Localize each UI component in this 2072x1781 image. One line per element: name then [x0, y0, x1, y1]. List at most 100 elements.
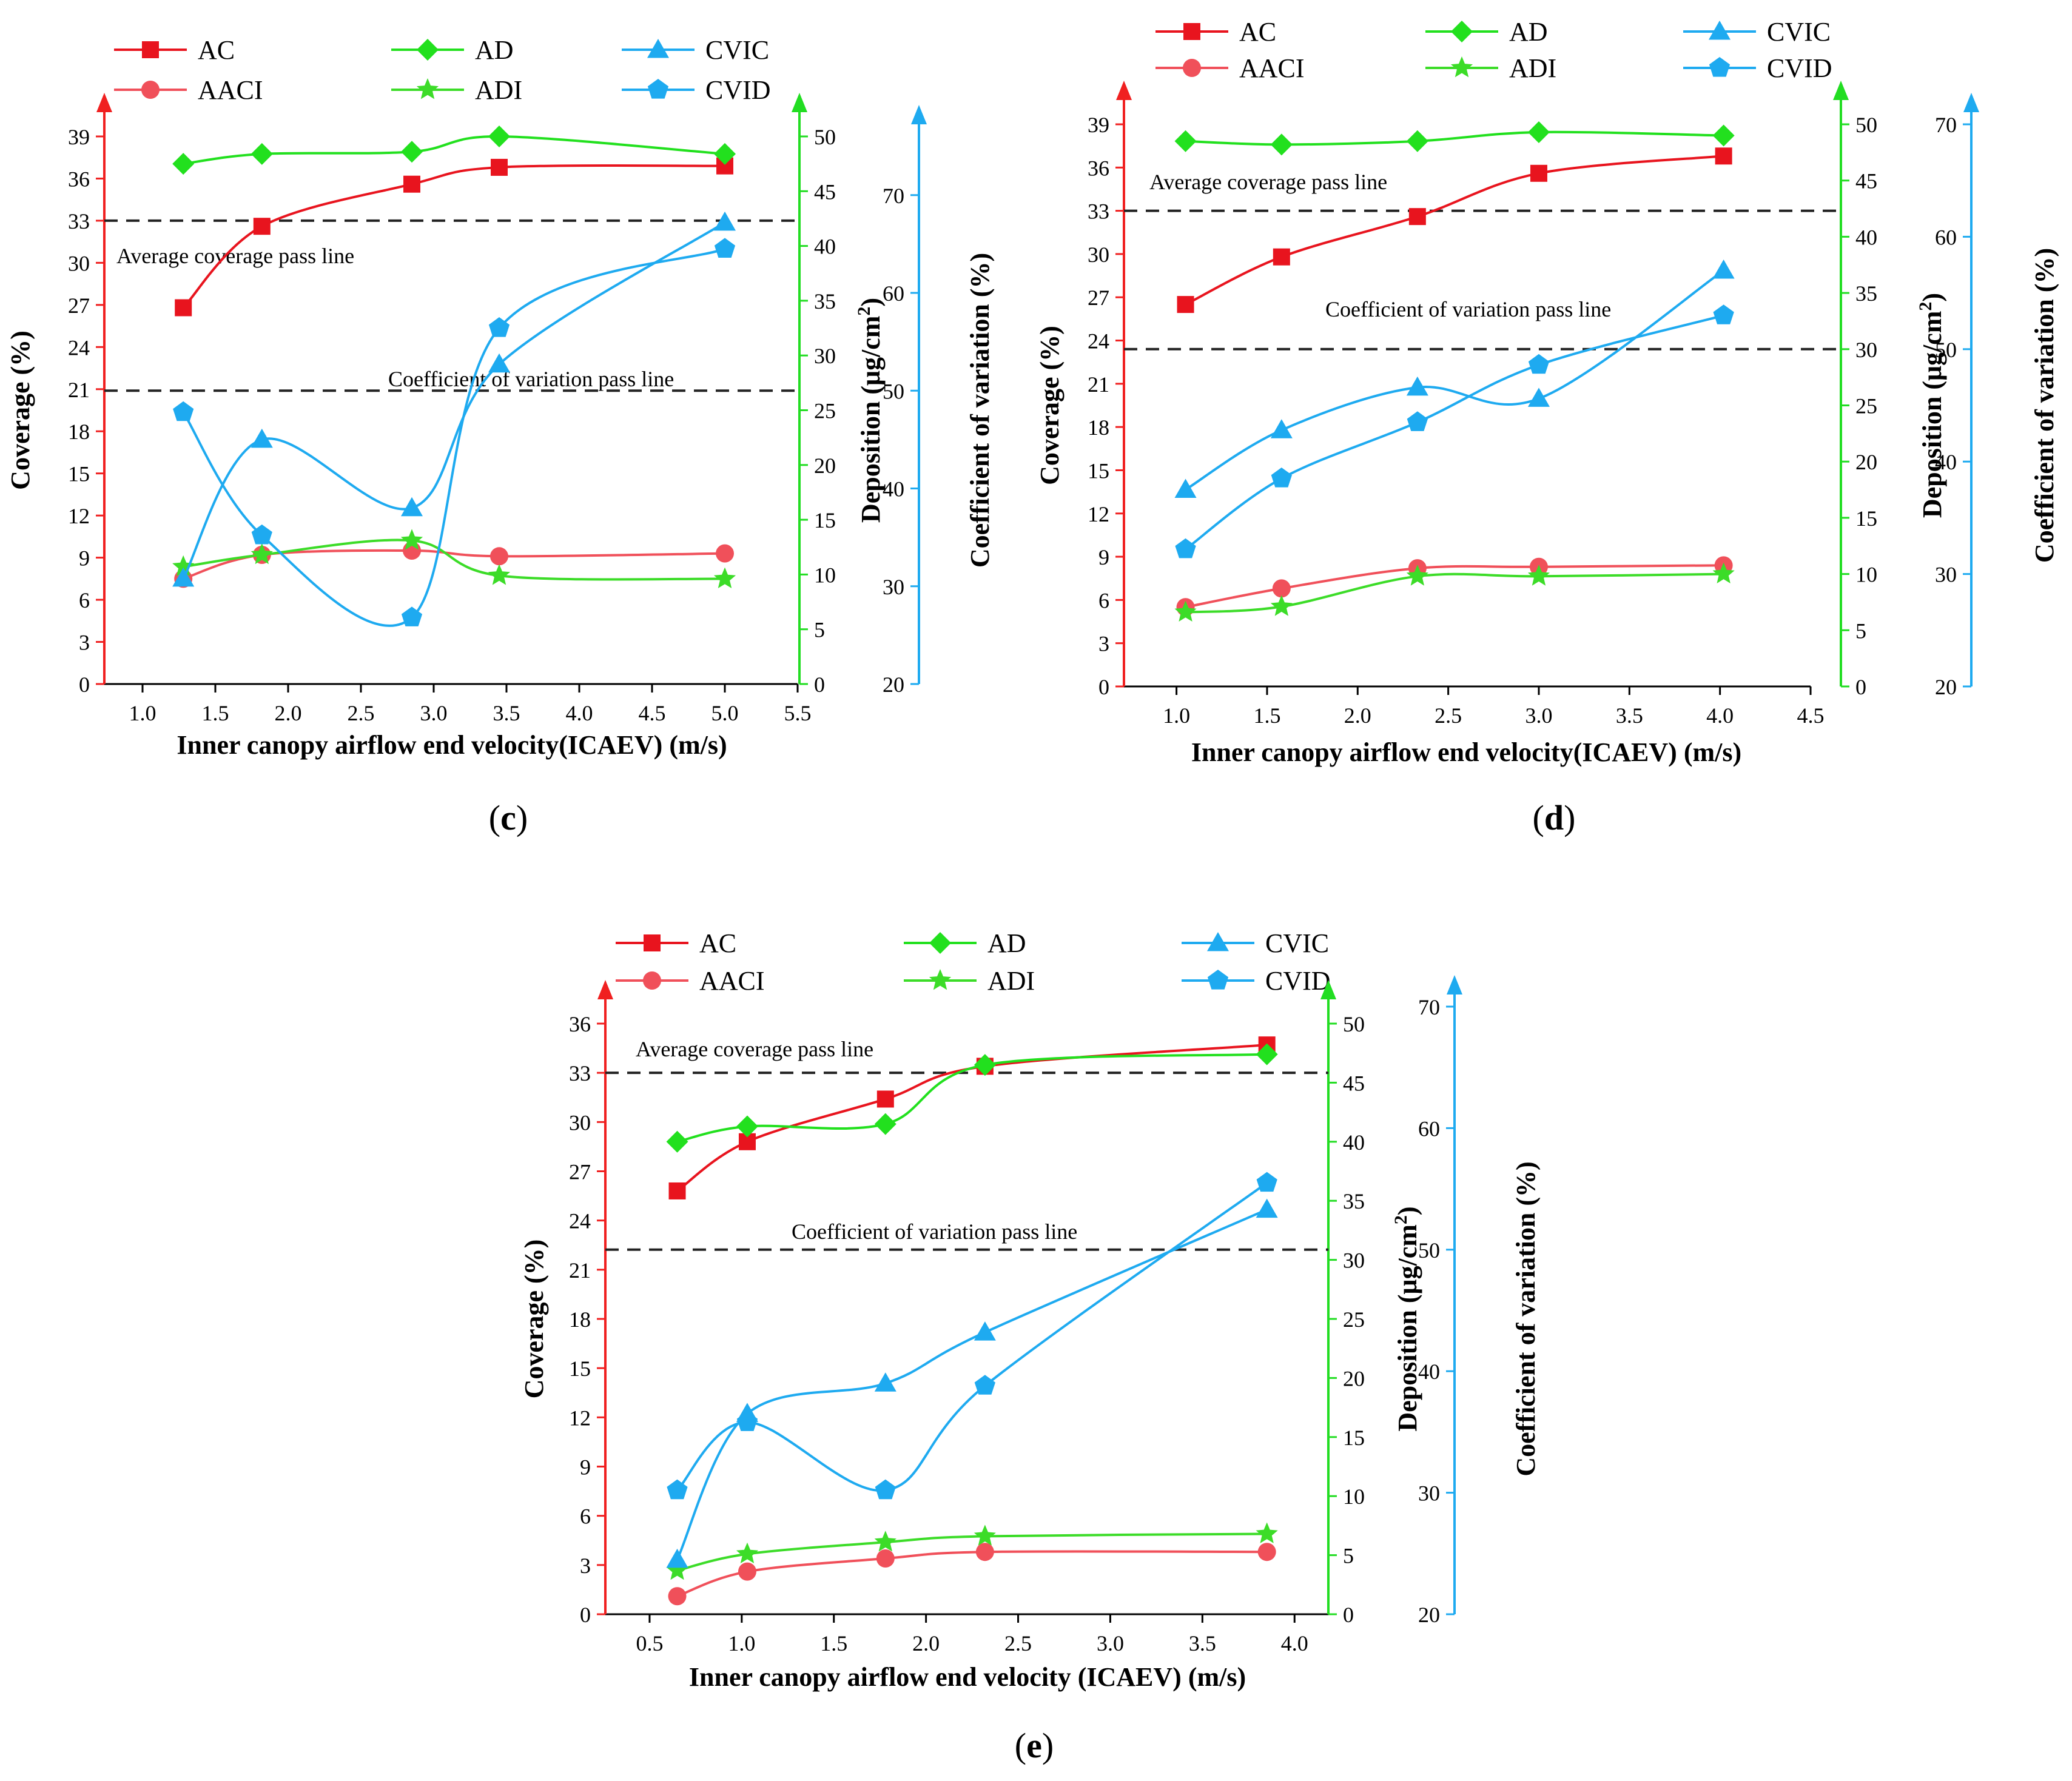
- cv-tick-label: 50: [883, 379, 904, 403]
- x-axis-title: Inner canopy airflow end velocity(ICAEV)…: [1191, 737, 1741, 767]
- legend-label-adi: ADI: [987, 966, 1035, 996]
- series-cvic: [666, 1198, 1278, 1568]
- coverage-tick-label: 27: [68, 293, 90, 318]
- x-tick-label: 4.0: [1281, 1631, 1308, 1655]
- deposition-tick-label: 10: [814, 563, 836, 587]
- coverage-tick-label: 24: [68, 335, 90, 360]
- chart-panel-d: AC AACI AD ADI CVIC CVID 1.0 1.5 2.0 2.5 3.0 3.5 4.0…: [1035, 17, 2059, 837]
- coverage-tick-label: 27: [1088, 286, 1109, 310]
- data-point-ad: [736, 1115, 758, 1138]
- legend-marker-ad: [1451, 21, 1473, 42]
- coverage-tick-label: 15: [1088, 458, 1109, 483]
- coverage-tick-label: 3: [1098, 632, 1109, 656]
- deposition-tick-label: 0: [814, 672, 825, 697]
- deposition-tick-label: 35: [1855, 281, 1877, 306]
- data-point-cvid: [1528, 354, 1550, 374]
- coverage-axis-title: Coverage (%): [5, 330, 35, 490]
- data-point-adi: [400, 529, 423, 550]
- panel-label-letter: e: [1026, 1726, 1042, 1765]
- x-tick-label: 1.5: [820, 1631, 847, 1655]
- series-cvid: [667, 1172, 1277, 1500]
- cv-tick-label: 20: [1935, 675, 1957, 699]
- coverage-tick-label: 9: [1098, 545, 1109, 569]
- series-line-aaci: [1185, 564, 1724, 609]
- cv-axis-title: Coefficient of variation (%): [1511, 1161, 1541, 1476]
- deposition-tick-label: 50: [1343, 1012, 1365, 1036]
- cv-pass-label: Coefficient of variation pass line: [792, 1219, 1077, 1244]
- series-adi: [1174, 562, 1735, 622]
- series-line-ad: [1185, 130, 1724, 146]
- coverage-tick-label: 36: [68, 167, 90, 191]
- data-point-cvic: [251, 428, 273, 448]
- data-point-cvic: [401, 497, 423, 517]
- coverage-axis-arrow: [96, 93, 112, 112]
- cv-tick-label: 70: [1935, 113, 1957, 137]
- data-point-cvic: [1174, 478, 1197, 498]
- cv-tick-label: 60: [1935, 225, 1957, 249]
- legend: AC AACI AD ADI CVIC CVID: [616, 928, 1331, 996]
- data-point-cvic: [714, 211, 736, 231]
- data-point-adi: [1406, 565, 1428, 586]
- coverage-tick-label: 21: [68, 378, 90, 402]
- pass-lines: Average coverage pass line Coefficient of…: [104, 219, 799, 392]
- data-point-adi: [874, 1531, 896, 1552]
- data-point-ad: [1256, 1043, 1278, 1065]
- legend-label-adi: ADI: [1509, 53, 1556, 83]
- data-point-aaci: [1272, 579, 1291, 598]
- data-point-ad: [714, 143, 736, 165]
- deposition-title-close: ): [856, 298, 886, 307]
- series-aaci: [174, 542, 734, 588]
- data-point-ad: [401, 141, 423, 163]
- data-point-cvic: [1712, 260, 1735, 279]
- legend-marker-cvic: [1709, 21, 1731, 40]
- data-point-cvid: [974, 1375, 995, 1395]
- deposition-title-close: ): [1917, 293, 1947, 302]
- panel-label-letter: d: [1544, 798, 1564, 837]
- x-tick-label: 1.5: [202, 701, 229, 725]
- deposition-title-main: Deposition (μg/cm: [1393, 1224, 1422, 1431]
- deposition-tick-label: 45: [814, 179, 836, 204]
- data-point-cvic: [172, 567, 195, 587]
- legend-marker-cvid: [647, 79, 669, 99]
- chart-panel-e: AC AACI AD ADI CVIC CVID 0.5 1.0 1.5 2.0 2.5 3.0 3.5…: [519, 928, 1541, 1765]
- data-point-cvic: [1406, 376, 1428, 396]
- deposition-axis-arrow: [792, 93, 807, 112]
- data-point-ac: [1715, 147, 1732, 165]
- x-tick-label: 2.5: [1004, 1631, 1032, 1655]
- x-tick-label: 3.0: [1525, 703, 1552, 728]
- deposition-tick-label: 25: [814, 399, 836, 423]
- legend-label-aaci: AACI: [699, 966, 765, 996]
- data-point-cvid: [714, 238, 736, 258]
- x-tick-label: 3.5: [1616, 703, 1643, 728]
- deposition-axis-title: Deposition (μg/cm2): [1391, 1206, 1423, 1431]
- data-point-adi: [974, 1524, 996, 1546]
- coverage-tick-label: 33: [68, 209, 90, 233]
- x-tick-label: 4.0: [566, 701, 593, 725]
- cv-pass-label: Coefficient of variation pass line: [388, 367, 674, 391]
- panel-label-close: ): [1042, 1726, 1054, 1765]
- data-point-cvid: [1175, 538, 1196, 558]
- average-coverage-pass-label: Average coverage pass line: [116, 244, 354, 268]
- deposition-tick-label: 25: [1855, 394, 1877, 418]
- deposition-tick-label: 30: [814, 344, 836, 368]
- cv-tick-label: 70: [1418, 995, 1440, 1019]
- coverage-tick-label: 9: [580, 1455, 591, 1480]
- deposition-axis-title: Deposition (μg/cm2): [854, 298, 886, 523]
- panel-label: (c): [489, 798, 528, 837]
- data-point-ac: [175, 299, 192, 317]
- coverage-tick-label: 6: [79, 588, 90, 612]
- coverage-tick-label: 33: [1088, 200, 1109, 224]
- deposition-tick-label: 45: [1343, 1071, 1365, 1095]
- data-point-cvic: [1527, 387, 1550, 407]
- deposition-axis: 0 5 10 15 20 25 30 35 40 45 50 Deposition (μg/cm2): [1320, 980, 1422, 1627]
- cv-tick-label: 50: [1935, 338, 1957, 362]
- panel-label-open: (: [489, 798, 500, 837]
- coverage-tick-label: 24: [1088, 329, 1109, 354]
- pass-lines: Average coverage pass line Coefficient of…: [1124, 170, 1841, 350]
- x-tick-label: 4.5: [1797, 703, 1825, 728]
- legend-label-ad: AD: [475, 35, 514, 65]
- data-point-cvid: [173, 401, 194, 421]
- coverage-tick-label: 12: [1088, 502, 1109, 526]
- x-tick-label: 3.5: [1189, 1631, 1216, 1655]
